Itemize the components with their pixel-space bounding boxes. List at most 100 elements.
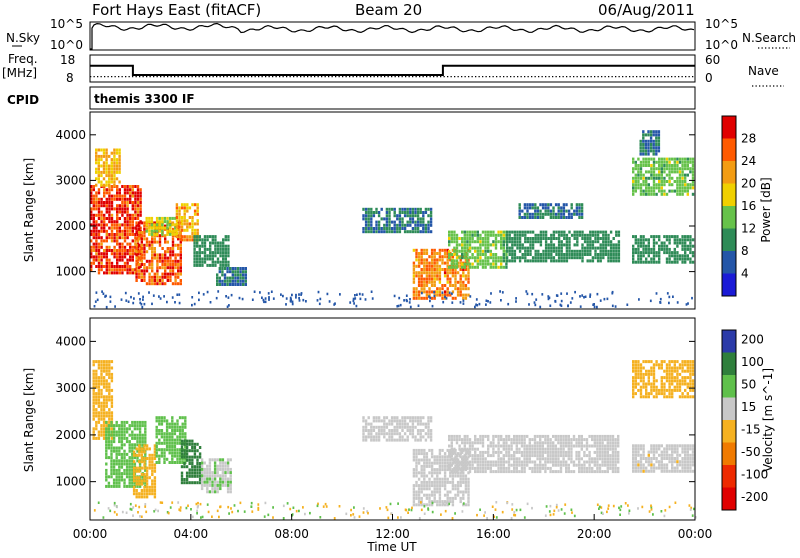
data-cell <box>132 204 134 207</box>
data-cell <box>108 447 110 450</box>
data-cell <box>637 174 639 177</box>
data-cell <box>180 244 182 247</box>
data-cell <box>123 463 125 466</box>
data-cell <box>441 481 443 484</box>
data-cell <box>568 231 570 234</box>
data-cell <box>684 158 686 161</box>
data-cell <box>500 435 502 438</box>
noise-cell <box>597 293 599 296</box>
data-cell <box>587 243 589 246</box>
data-cell <box>614 454 616 457</box>
data-cell <box>500 445 502 448</box>
data-cell <box>439 274 441 277</box>
data-cell <box>106 236 108 239</box>
data-cell <box>676 245 678 248</box>
data-cell <box>176 429 178 432</box>
data-cell <box>103 239 105 242</box>
data-cell <box>98 399 100 402</box>
data-cell <box>121 204 123 207</box>
data-cell <box>142 421 144 424</box>
data-cell <box>635 251 637 254</box>
data-cell <box>532 203 534 206</box>
data-cell <box>428 265 430 268</box>
data-cell <box>484 237 486 240</box>
data-cell <box>221 267 223 270</box>
data-cell <box>118 165 120 168</box>
data-cell <box>418 491 420 494</box>
data-cell <box>467 494 469 497</box>
data-cell <box>166 448 168 451</box>
data-cell <box>578 451 580 454</box>
data-cell <box>655 457 657 460</box>
data-cell <box>191 229 193 232</box>
data-cell <box>234 270 236 273</box>
data-cell <box>534 203 536 206</box>
data-cell <box>118 459 120 462</box>
data-cell <box>98 386 100 389</box>
data-cell <box>423 271 425 274</box>
data-cell <box>110 466 112 469</box>
data-cell <box>365 227 367 230</box>
data-cell <box>663 161 665 164</box>
data-cell <box>124 185 126 188</box>
data-cell <box>100 230 102 233</box>
data-cell <box>568 438 570 441</box>
data-cell <box>505 454 507 457</box>
data-cell <box>558 259 560 262</box>
data-cell <box>172 273 174 276</box>
data-cell <box>108 456 110 459</box>
data-cell <box>617 457 619 460</box>
data-cell <box>154 279 156 282</box>
data-cell <box>421 297 423 300</box>
data-cell <box>430 419 432 422</box>
data-cell <box>176 235 178 238</box>
data-cell <box>219 245 221 248</box>
noise-cell <box>429 300 431 303</box>
data-cell <box>365 230 367 233</box>
data-cell <box>201 478 203 481</box>
data-cell <box>469 454 471 457</box>
data-cell <box>521 464 523 467</box>
data-cell <box>427 224 429 227</box>
data-cell <box>492 256 494 259</box>
data-cell <box>146 260 148 263</box>
data-cell <box>439 271 441 274</box>
data-cell <box>129 255 131 258</box>
data-cell <box>426 452 428 455</box>
data-cell <box>227 468 229 471</box>
data-cell <box>642 161 644 164</box>
data-cell <box>105 479 107 482</box>
data-cell <box>552 464 554 467</box>
noise-cell <box>409 298 411 301</box>
data-cell <box>650 457 652 460</box>
data-cell <box>106 268 108 271</box>
data-cell <box>586 454 588 457</box>
data-cell <box>439 452 441 455</box>
data-cell <box>692 238 694 241</box>
data-cell <box>388 419 390 422</box>
data-cell <box>430 230 432 233</box>
data-cell <box>586 461 588 464</box>
data-cell <box>119 198 121 201</box>
data-cell <box>431 449 433 452</box>
data-cell <box>597 234 599 237</box>
data-cell <box>526 213 528 216</box>
data-cell <box>648 158 650 161</box>
data-cell <box>219 251 221 254</box>
data-cell <box>604 464 606 467</box>
data-cell <box>599 441 601 444</box>
data-cell <box>413 500 415 503</box>
data-cell <box>183 456 185 459</box>
data-cell <box>156 461 158 464</box>
data-cell <box>206 468 208 471</box>
data-cell <box>492 464 494 467</box>
data-cell <box>594 256 596 259</box>
data-cell <box>129 434 131 437</box>
data-cell <box>640 254 642 257</box>
noise-cell <box>667 292 669 295</box>
data-cell <box>132 249 134 252</box>
data-cell <box>171 442 173 445</box>
data-cell <box>557 464 559 467</box>
data-cell <box>565 451 567 454</box>
data-cell <box>401 217 403 220</box>
